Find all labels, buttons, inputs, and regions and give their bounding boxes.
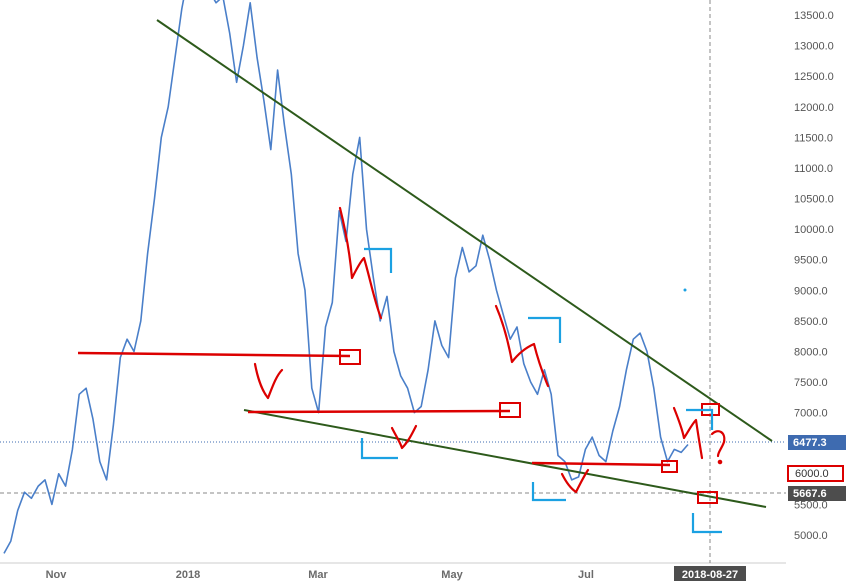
freehand-question-dot (717, 459, 723, 465)
y-tick-label: 10000.0 (794, 224, 834, 236)
cursor-price-text: 5667.6 (793, 488, 827, 500)
last-price-badge (788, 435, 846, 450)
y-tick-label: 8500.0 (794, 316, 828, 328)
x-cursor-label: 2018-08-27 (682, 569, 738, 581)
bracket-top-3 (686, 408, 714, 430)
blue-brackets (360, 247, 722, 534)
x-tick-label-mar: Mar (308, 569, 328, 581)
x-tick-label-2018: 2018 (176, 569, 200, 581)
bracket-top-2 (528, 316, 562, 343)
lower-trendline (243, 409, 767, 508)
y-tick-label: 12500.0 (794, 71, 834, 83)
x-cursor-label-box (674, 566, 746, 581)
freehand-stroke-6 (672, 406, 704, 460)
x-tick-label-jul: Jul (578, 569, 594, 581)
y-tick-label: 5000.0 (794, 530, 828, 542)
last-price-text: 6477.3 (793, 437, 827, 449)
y-tick-label: 7000.0 (794, 408, 828, 420)
upper-trendline (156, 19, 773, 442)
freehand-stroke-4 (494, 304, 550, 388)
support-line-1 (77, 351, 351, 358)
freehand-question-mark (710, 430, 726, 458)
bracket-top-1 (364, 247, 393, 273)
y-tick-label: 12000.0 (794, 102, 834, 114)
freehand-stroke-2 (338, 206, 383, 320)
freehand-stroke-5 (560, 468, 590, 494)
y-axis: 13500.0 13000.0 12500.0 12000.0 11500.0 11000… (794, 10, 834, 542)
marker-box-2 (499, 402, 521, 418)
blue-dot (683, 288, 687, 292)
y-tick-label: 5500.0 (794, 499, 828, 511)
y-tick-label: 11000.0 (794, 163, 833, 175)
price-labels: 6477.3 6000.0 5667.6 (787, 435, 846, 501)
price-series-line (3, 0, 689, 554)
x-axis: Nov 2018 Mar May Jul 2018-08-27 (0, 562, 786, 581)
bracket-bottom-1 (360, 438, 398, 460)
bracket-bottom-3 (691, 513, 722, 534)
marker-box-1 (339, 349, 361, 365)
y-tick-label: 11500.0 (794, 132, 833, 144)
support-line-3 (531, 461, 671, 467)
y-tick-label: 13500.0 (794, 10, 834, 22)
cursor-price-badge (788, 486, 846, 501)
y-tick-label: 8000.0 (794, 346, 828, 358)
marker-box-3 (661, 460, 678, 473)
bracket-bottom-2 (531, 482, 566, 502)
marked-price-text: 6000.0 (795, 468, 829, 480)
y-tick-label: 10500.0 (794, 194, 834, 206)
y-tick-label: 9000.0 (794, 285, 828, 297)
freehand-annotations (253, 206, 726, 494)
x-tick-label-may: May (441, 569, 463, 581)
y-tick-label: 13000.0 (794, 41, 834, 53)
y-tick-label: 7500.0 (794, 377, 828, 389)
freehand-stroke-1 (253, 362, 284, 400)
support-line-2 (247, 409, 511, 414)
x-tick-label-nov: Nov (46, 569, 68, 581)
marked-price-badge (787, 465, 844, 482)
marker-box-5 (697, 491, 718, 504)
freehand-stroke-3 (390, 424, 418, 450)
y-tick-label: 9500.0 (794, 255, 828, 267)
